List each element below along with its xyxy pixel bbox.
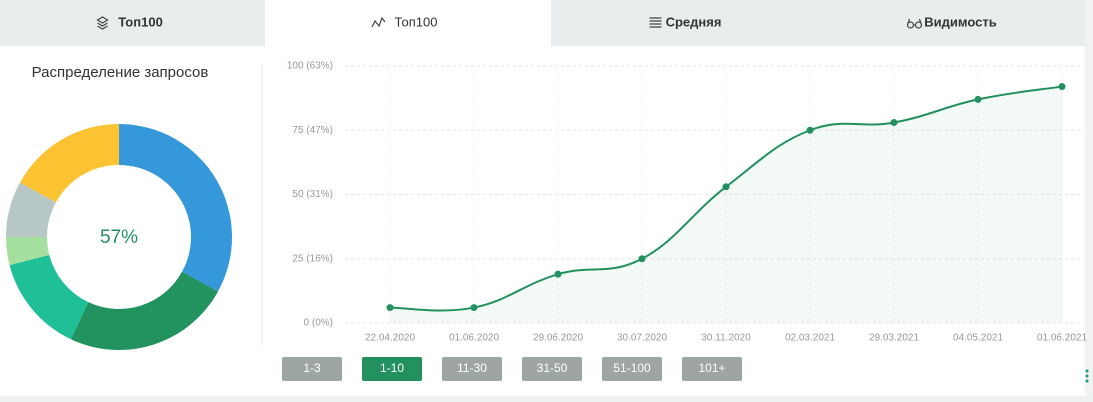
pie-center-label: 57% xyxy=(100,227,138,248)
button-bg[interactable] xyxy=(362,357,422,381)
button-label[interactable]: 31-50 xyxy=(537,361,568,375)
button-label[interactable]: 51-100 xyxy=(613,361,651,375)
point xyxy=(638,255,646,263)
pie-title: Распределение запросов xyxy=(32,64,209,81)
x-tick-label: 30.07.2020 xyxy=(617,333,667,344)
range-button[interactable]: 11-30 xyxy=(442,357,502,381)
point xyxy=(470,304,478,312)
tab[interactable]: Топ100 xyxy=(265,0,551,46)
point xyxy=(1058,83,1066,91)
active-tab-bg xyxy=(265,0,551,46)
button-bg[interactable] xyxy=(682,357,742,381)
pie-segment xyxy=(6,237,50,266)
x-tick-label: 01.06.2020 xyxy=(449,333,499,344)
button-label[interactable]: 101+ xyxy=(698,361,725,375)
point xyxy=(554,270,562,278)
tab[interactable]: Видимость xyxy=(906,14,997,29)
pie-segment xyxy=(119,124,232,292)
point xyxy=(722,183,730,191)
x-tick-label: 02.03.2021 xyxy=(785,333,835,344)
pie-segment xyxy=(19,124,120,203)
button-bg[interactable] xyxy=(522,357,582,381)
menu-dots[interactable] xyxy=(1085,369,1089,383)
x-tick-label: 01.06.2021 xyxy=(1037,333,1087,344)
tab-label[interactable]: Топ100 xyxy=(118,14,163,29)
x-tick-label: 22.04.2020 xyxy=(365,333,415,344)
button-bg[interactable] xyxy=(442,357,502,381)
button-bg[interactable] xyxy=(282,357,342,381)
x-tick-label: 30.11.2020 xyxy=(701,333,751,344)
y-tick-label: 100 (63%) xyxy=(287,61,333,72)
y-tick-label: 0 (0%) xyxy=(304,318,333,329)
bottom-strip xyxy=(0,396,1093,402)
button-label[interactable]: 11-30 xyxy=(457,361,487,375)
tab-icon xyxy=(906,18,923,29)
button-bg[interactable] xyxy=(602,357,662,381)
y-tick-label: 75 (47%) xyxy=(292,125,333,136)
point xyxy=(386,304,394,312)
tab-label[interactable]: Средняя xyxy=(666,14,722,29)
x-tick-label: 04.05.2021 xyxy=(953,333,1003,344)
tab-label[interactable]: Топ100 xyxy=(395,14,438,29)
x-tick-label: 29.06.2020 xyxy=(533,333,583,344)
pie-segment xyxy=(6,182,56,237)
tab[interactable]: Топ100 xyxy=(96,14,163,30)
tab[interactable]: Средняя xyxy=(649,14,722,29)
range-button[interactable]: 1-10 xyxy=(362,357,422,381)
tab-icon xyxy=(649,17,662,28)
pie-segment xyxy=(70,271,219,350)
point xyxy=(890,119,898,127)
point xyxy=(974,95,982,103)
tab-label[interactable]: Видимость xyxy=(924,14,996,29)
button-label[interactable]: 1-10 xyxy=(380,361,404,375)
button-label[interactable]: 1-3 xyxy=(303,361,321,375)
tab-icon xyxy=(371,16,386,28)
range-button[interactable]: 101+ xyxy=(682,357,742,381)
y-tick-label: 25 (16%) xyxy=(292,253,333,264)
range-button[interactable]: 31-50 xyxy=(522,357,582,381)
y-tick-label: 50 (31%) xyxy=(292,189,333,200)
x-tick-label: 29.03.2021 xyxy=(869,333,919,344)
pie-segment xyxy=(9,254,89,340)
range-button[interactable]: 51-100 xyxy=(602,357,662,381)
point xyxy=(806,126,814,134)
scroll-strip xyxy=(1085,0,1093,396)
line-area xyxy=(390,86,1062,323)
range-button[interactable]: 1-3 xyxy=(282,357,342,381)
tab-icon xyxy=(96,16,109,30)
